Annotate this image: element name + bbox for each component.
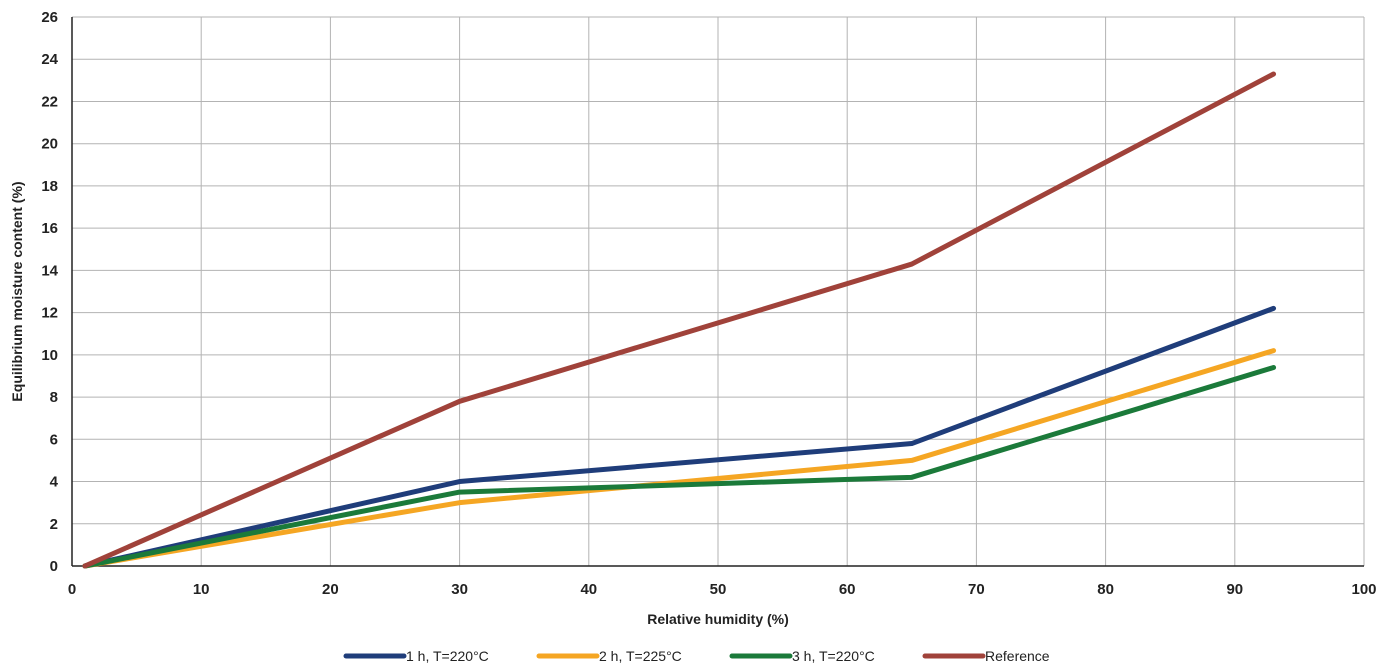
y-tick-label: 0 <box>50 558 58 575</box>
legend: 1 h, T=220°C 2 h, T=225°C 3 h, T=220°C Refe… <box>343 648 1050 664</box>
legend-label: 2 h, T=225°C <box>599 648 682 664</box>
x-tick-label: 40 <box>580 581 597 598</box>
series-line <box>82 365 1277 569</box>
x-tick-label: 10 <box>193 581 210 598</box>
series-line <box>82 305 1277 569</box>
x-tick-label: 60 <box>839 581 856 598</box>
series-lines <box>82 71 1277 569</box>
axes <box>71 17 1364 567</box>
series-line <box>82 348 1277 569</box>
x-tick-label: 70 <box>968 581 985 598</box>
x-tick-label: 50 <box>710 581 727 598</box>
y-tick-label: 18 <box>41 178 58 195</box>
legend-label: 3 h, T=220°C <box>792 648 875 664</box>
y-tick-label: 6 <box>50 431 58 448</box>
y-tick-label: 12 <box>41 305 58 322</box>
legend-label: 1 h, T=220°C <box>406 648 489 664</box>
y-tick-label: 8 <box>50 389 58 406</box>
tick-labels: 0 10 20 30 40 50 60 70 80 90 100024681012141618202… <box>41 9 1376 598</box>
x-tick-label: 0 <box>68 581 76 598</box>
x-tick-label: 80 <box>1097 581 1114 598</box>
x-tick-label: 30 <box>451 581 468 598</box>
y-axis-title: Equilibrium moisture content (%) <box>9 181 25 401</box>
x-tick-label: 100 <box>1351 581 1376 598</box>
y-tick-label: 2 <box>50 516 58 533</box>
series-line <box>82 71 1277 569</box>
y-tick-label: 26 <box>41 9 58 26</box>
y-tick-label: 14 <box>41 262 58 279</box>
x-axis-title: Relative humidity (%) <box>647 611 789 627</box>
y-tick-label: 16 <box>41 220 58 237</box>
x-tick-label: 90 <box>1226 581 1243 598</box>
x-tick-label: 20 <box>322 581 339 598</box>
y-tick-label: 24 <box>41 51 58 68</box>
legend-label: Reference <box>985 648 1050 664</box>
y-tick-label: 22 <box>41 93 58 110</box>
y-tick-label: 4 <box>50 474 59 491</box>
y-tick-label: 10 <box>41 347 58 364</box>
y-tick-label: 20 <box>41 136 58 153</box>
